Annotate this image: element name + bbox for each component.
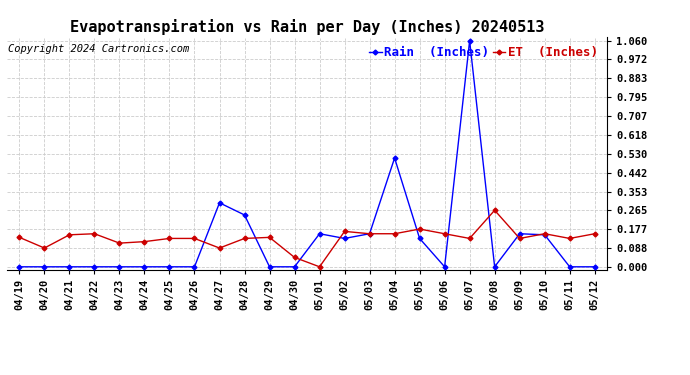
Rain  (Inches)	[491, 264, 499, 269]
ET  (Inches)	[190, 236, 199, 241]
ET  (Inches)	[440, 231, 449, 236]
Rain  (Inches)	[566, 264, 574, 269]
Rain  (Inches)	[440, 264, 449, 269]
Rain  (Inches)	[90, 264, 99, 269]
Rain  (Inches)	[115, 264, 124, 269]
Rain  (Inches)	[140, 264, 148, 269]
Text: Copyright 2024 Cartronics.com: Copyright 2024 Cartronics.com	[8, 45, 189, 54]
ET  (Inches)	[15, 235, 23, 240]
Rain  (Inches)	[415, 236, 424, 241]
ET  (Inches)	[591, 231, 599, 236]
Rain  (Inches)	[166, 264, 174, 269]
ET  (Inches)	[566, 236, 574, 241]
ET  (Inches)	[140, 239, 148, 244]
Legend: Rain  (Inches), ET  (Inches): Rain (Inches), ET (Inches)	[369, 46, 598, 59]
Rain  (Inches)	[266, 264, 274, 269]
Rain  (Inches)	[515, 231, 524, 236]
ET  (Inches)	[391, 231, 399, 236]
Rain  (Inches)	[340, 236, 348, 241]
ET  (Inches)	[491, 208, 499, 213]
Rain  (Inches)	[290, 264, 299, 269]
ET  (Inches)	[366, 231, 374, 236]
Title: Evapotranspiration vs Rain per Day (Inches) 20240513: Evapotranspiration vs Rain per Day (Inch…	[70, 19, 544, 35]
ET  (Inches)	[66, 232, 74, 237]
ET  (Inches)	[290, 255, 299, 260]
ET  (Inches)	[540, 231, 549, 236]
Rain  (Inches)	[190, 264, 199, 269]
ET  (Inches)	[40, 246, 48, 250]
Line: Rain  (Inches): Rain (Inches)	[18, 39, 596, 268]
ET  (Inches)	[266, 235, 274, 240]
Rain  (Inches)	[540, 232, 549, 237]
ET  (Inches)	[215, 246, 224, 250]
ET  (Inches)	[115, 241, 124, 245]
ET  (Inches)	[415, 227, 424, 231]
Rain  (Inches)	[40, 264, 48, 269]
ET  (Inches)	[315, 264, 324, 269]
Rain  (Inches)	[391, 156, 399, 160]
Rain  (Inches)	[240, 213, 248, 217]
Rain  (Inches)	[15, 264, 23, 269]
ET  (Inches)	[240, 236, 248, 241]
ET  (Inches)	[340, 229, 348, 234]
Rain  (Inches)	[66, 264, 74, 269]
ET  (Inches)	[466, 236, 474, 241]
ET  (Inches)	[90, 231, 99, 236]
Rain  (Inches)	[215, 201, 224, 205]
Rain  (Inches)	[591, 264, 599, 269]
Rain  (Inches)	[466, 39, 474, 43]
Rain  (Inches)	[315, 231, 324, 236]
ET  (Inches)	[166, 236, 174, 241]
Line: ET  (Inches): ET (Inches)	[18, 209, 596, 268]
Rain  (Inches)	[366, 231, 374, 236]
ET  (Inches)	[515, 236, 524, 241]
